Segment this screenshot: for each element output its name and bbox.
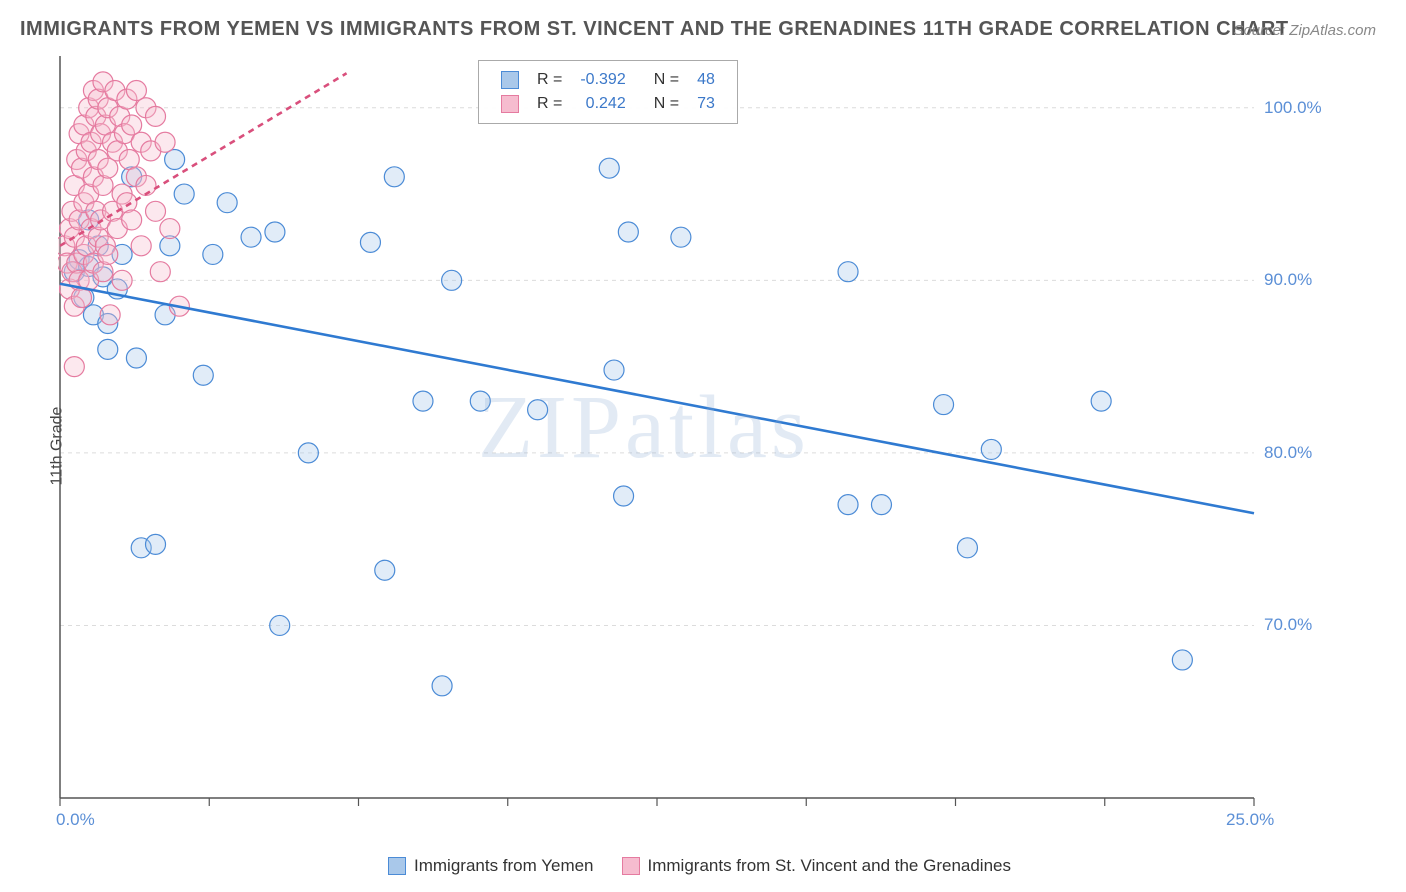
legend-label: Immigrants from Yemen [414, 856, 594, 876]
data-point [432, 676, 452, 696]
legend-item: Immigrants from St. Vincent and the Gren… [622, 856, 1011, 876]
legend-swatch [388, 857, 406, 875]
legend-swatch [493, 69, 527, 91]
data-point [146, 106, 166, 126]
data-point [442, 270, 462, 290]
data-point [375, 560, 395, 580]
data-point [599, 158, 619, 178]
data-point [217, 193, 237, 213]
trend-line [60, 284, 1254, 514]
y-tick-label: 70.0% [1264, 615, 1312, 635]
data-point [360, 232, 380, 252]
data-point [131, 236, 151, 256]
legend-label: Immigrants from St. Vincent and the Gren… [648, 856, 1011, 876]
data-point [981, 439, 1001, 459]
y-tick-label: 80.0% [1264, 443, 1312, 463]
data-point [203, 244, 223, 264]
data-point [241, 227, 261, 247]
data-point [112, 270, 132, 290]
data-point [136, 175, 156, 195]
y-tick-label: 100.0% [1264, 98, 1322, 118]
x-tick-label: 0.0% [56, 810, 95, 830]
data-point [838, 262, 858, 282]
data-point [671, 227, 691, 247]
legend-r-label: R = [529, 69, 570, 91]
legend-row: R = 0.242 N = 73 [493, 93, 723, 115]
legend-r-value: -0.392 [572, 69, 633, 91]
data-point [155, 132, 175, 152]
data-point [934, 395, 954, 415]
data-point [957, 538, 977, 558]
legend-r-value: 0.242 [572, 93, 633, 115]
data-point [160, 219, 180, 239]
legend-n-value: 73 [689, 93, 723, 115]
legend-n-label: N = [636, 93, 687, 115]
chart-title: IMMIGRANTS FROM YEMEN VS IMMIGRANTS FROM… [20, 18, 1289, 41]
scatter-plot [58, 56, 1314, 828]
data-point [150, 262, 170, 282]
data-point [470, 391, 490, 411]
data-point [98, 244, 118, 264]
legend-item: Immigrants from Yemen [388, 856, 594, 876]
data-point [100, 305, 120, 325]
series-legend: Immigrants from Yemen Immigrants from St.… [388, 856, 1011, 876]
data-point [528, 400, 548, 420]
data-point [618, 222, 638, 242]
data-point [64, 357, 84, 377]
legend-n-value: 48 [689, 69, 723, 91]
data-point [174, 184, 194, 204]
data-point [98, 339, 118, 359]
legend-swatch [493, 93, 527, 115]
data-point [1172, 650, 1192, 670]
data-point [838, 495, 858, 515]
legend-n-label: N = [636, 69, 687, 91]
data-point [1091, 391, 1111, 411]
data-point [146, 201, 166, 221]
data-point [126, 348, 146, 368]
legend-r-label: R = [529, 93, 570, 115]
data-point [270, 615, 290, 635]
data-point [413, 391, 433, 411]
data-point [265, 222, 285, 242]
data-point [604, 360, 624, 380]
data-point [614, 486, 634, 506]
source-label: Source: ZipAtlas.com [1233, 22, 1376, 39]
data-point [298, 443, 318, 463]
data-point [871, 495, 891, 515]
data-point [122, 210, 142, 230]
data-point [384, 167, 404, 187]
x-tick-label: 25.0% [1226, 810, 1274, 830]
legend-row: R = -0.392 N = 48 [493, 69, 723, 91]
legend-swatch [622, 857, 640, 875]
data-point [193, 365, 213, 385]
chart-area: ZIPatlas R = -0.392 N = 48 R = 0.242 N =… [58, 56, 1314, 828]
correlation-legend: R = -0.392 N = 48 R = 0.242 N = 73 [478, 60, 738, 124]
y-tick-label: 90.0% [1264, 270, 1312, 290]
data-point [146, 534, 166, 554]
